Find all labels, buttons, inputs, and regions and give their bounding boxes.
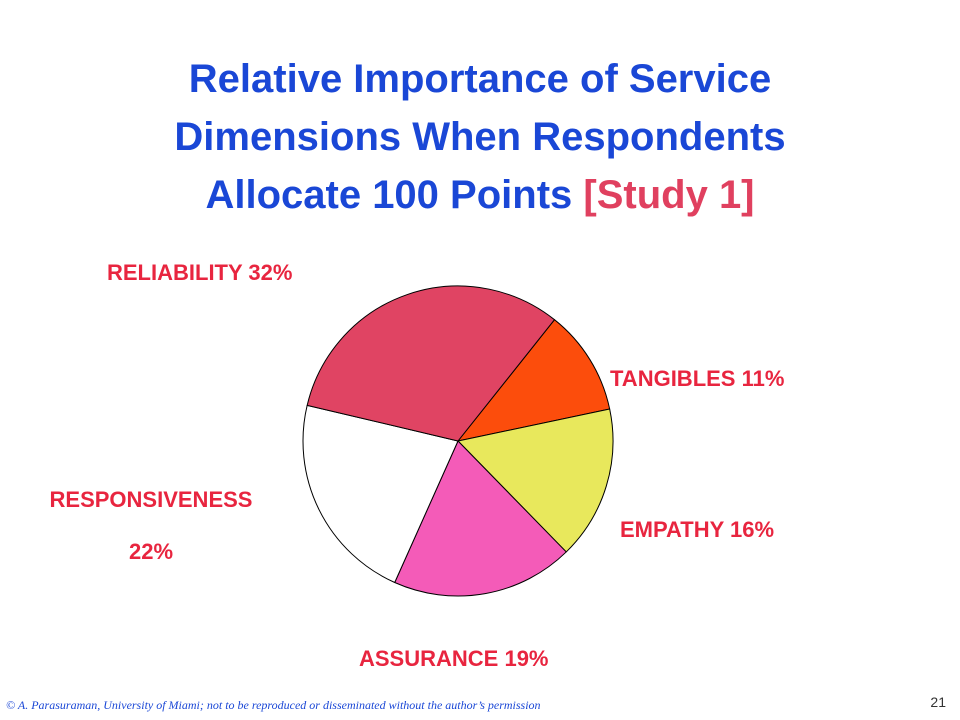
- pie-slice-tangibles: [457, 319, 611, 442]
- label-empathy: EMPATHY 16%: [620, 517, 775, 542]
- label-assurance: ASSURANCE 19%: [359, 646, 549, 671]
- title-study-tag: [Study 1]: [583, 173, 755, 217]
- label-responsiveness: RESPONSIVENESS 22%: [20, 474, 282, 578]
- copyright-footer: © A. Parasuraman, University of Miami; n…: [6, 698, 541, 712]
- title-line-1: Relative Importance of Service: [188, 57, 772, 101]
- pie-slice-responsiveness: [302, 404, 459, 583]
- label-responsiveness-name: RESPONSIVENESS: [49, 487, 253, 512]
- title-line-3: Allocate 100 Points: [205, 173, 584, 217]
- pie-slice-empathy: [457, 408, 614, 553]
- pie-slice-reliability: [306, 285, 555, 442]
- label-tangibles: TANGIBLES 11%: [610, 366, 785, 391]
- label-reliability: RELIABILITY 32%: [107, 260, 293, 285]
- pie-slice-assurance: [394, 440, 567, 597]
- title-line-2: Dimensions When Respondents: [174, 115, 786, 159]
- slide-title: Relative Importance of Service Dimension…: [0, 50, 960, 224]
- page-number: 21: [930, 694, 946, 710]
- label-responsiveness-value: 22%: [128, 539, 174, 564]
